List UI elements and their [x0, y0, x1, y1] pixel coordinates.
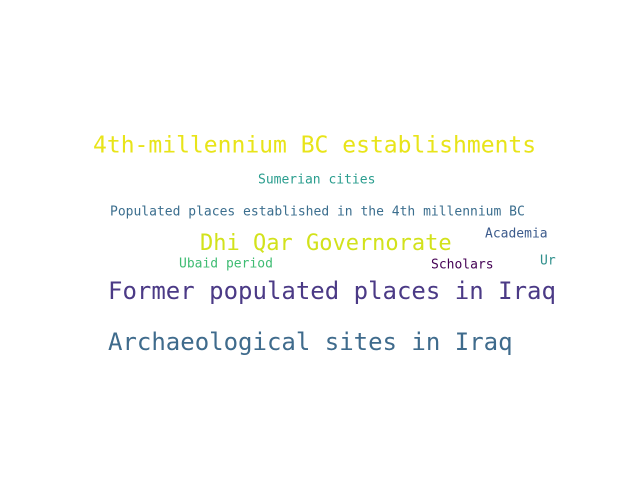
word-4th-millennium-bc-establishments: 4th-millennium BC establishments [93, 132, 537, 159]
word-academia: Academia [485, 226, 548, 242]
word-former-populated-places-in-iraq: Former populated places in Iraq [108, 277, 556, 305]
word-populated-places-established: Populated places established in the 4th … [110, 204, 525, 220]
word-ubaid-period: Ubaid period [179, 256, 273, 272]
word-dhi-qar-governorate: Dhi Qar Governorate [200, 231, 452, 256]
word-sumerian-cities: Sumerian cities [258, 172, 376, 188]
word-ur: Ur [540, 253, 556, 269]
word-archaeological-sites-in-iraq: Archaeological sites in Iraq [108, 328, 513, 356]
word-scholars: Scholars [431, 257, 494, 273]
